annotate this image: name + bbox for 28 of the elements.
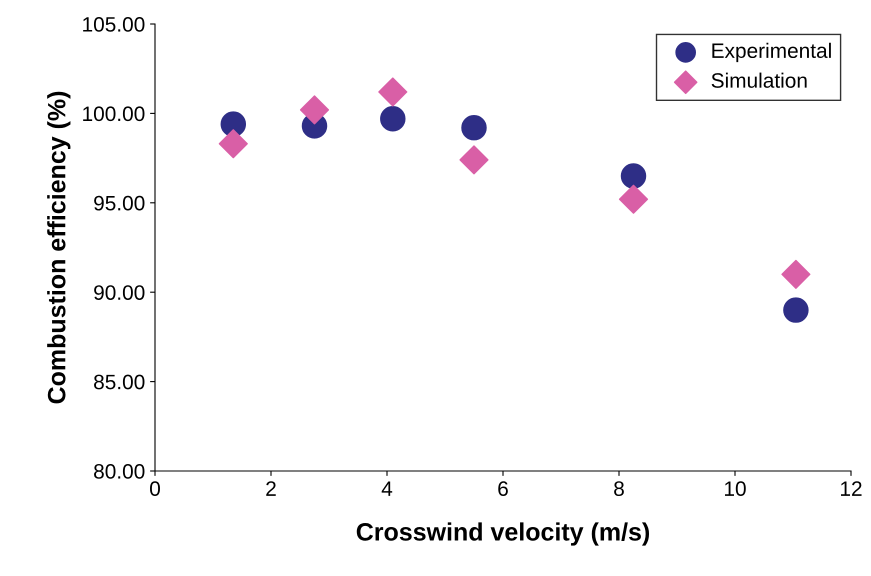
x-tick-label: 0 [150, 481, 160, 496]
legend-label: Simulation [712, 72, 807, 88]
point [300, 95, 330, 124]
x-tick-label: 10 [725, 481, 746, 496]
y-tick-label: 105.00 [83, 17, 144, 32]
y-tick-label: 100.00 [83, 106, 144, 122]
x-tick-label: 2 [266, 481, 276, 496]
point [218, 129, 248, 158]
point [380, 106, 406, 132]
point [618, 184, 648, 214]
x-axis-title: Crosswind velocity (m/s) [356, 522, 650, 546]
y-tick-label: 95.00 [94, 196, 144, 211]
x-tick-label: 8 [614, 481, 624, 496]
y-axis-title: Combustion efficiency (%) [47, 92, 70, 404]
y-tick-label: 85.00 [94, 374, 144, 390]
y-tick-label: 80.00 [94, 464, 144, 479]
point [378, 77, 408, 107]
point [461, 114, 487, 140]
point [783, 297, 809, 323]
x-tick-label: 4 [382, 481, 392, 496]
x-tick-label: 12 [841, 481, 862, 496]
point [459, 145, 489, 174]
legend-label: Experimental [712, 42, 831, 62]
point [781, 260, 810, 289]
point [220, 111, 246, 137]
x-tick-label: 6 [498, 481, 508, 496]
y-tick-label: 90.00 [94, 285, 144, 300]
point [620, 163, 646, 189]
